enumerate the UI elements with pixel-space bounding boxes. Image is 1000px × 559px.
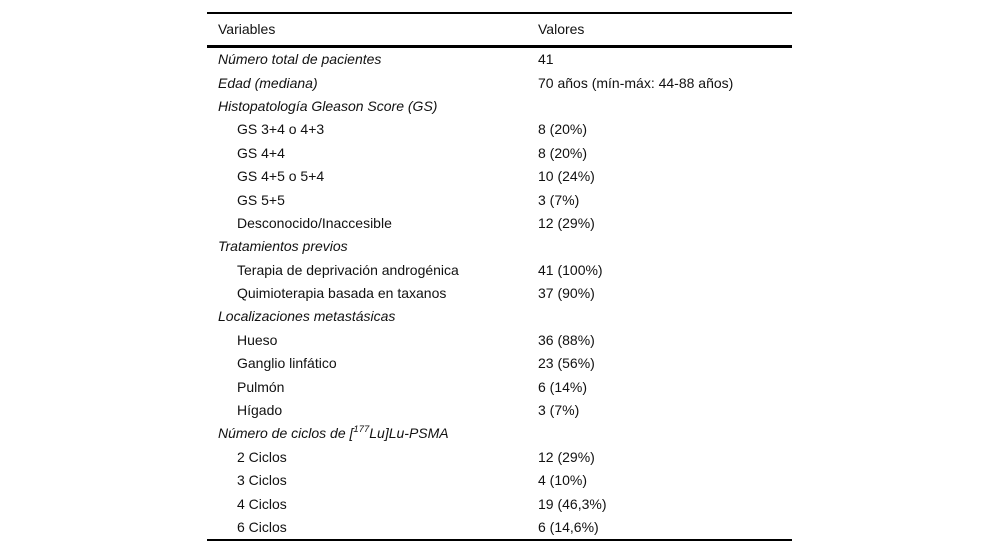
table-row: Pulmón 6 (14%) <box>207 375 792 398</box>
table-row: Tratamientos previos <box>207 235 792 258</box>
row-label: 6 Ciclos <box>237 519 287 535</box>
column-header-variables: Variables <box>218 21 276 37</box>
table-row: GS 4+5 o 5+4 10 (24%) <box>207 164 792 187</box>
table-row: Histopatología Gleason Score (GS) <box>207 94 792 117</box>
table-row: Quimioterapia basada en taxanos 37 (90%) <box>207 281 792 304</box>
row-value: 6 (14,6%) <box>538 519 599 535</box>
table-row: GS 4+4 8 (20%) <box>207 141 792 164</box>
row-value: 23 (56%) <box>538 355 595 372</box>
table-row: Ganglio linfático 23 (56%) <box>207 352 792 375</box>
row-value: 3 (7%) <box>538 191 580 208</box>
table-row: GS 3+4 o 4+3 8 (20%) <box>207 118 792 141</box>
table-row: 4 Ciclos 19 (46,3%) <box>207 492 792 515</box>
row-value: 4 (10%) <box>538 472 588 489</box>
row-value: 8 (20%) <box>538 144 588 161</box>
table-row: Hueso 36 (88%) <box>207 328 792 351</box>
row-label: Terapia de deprivación androgénica <box>237 261 459 278</box>
row-label: Histopatología Gleason Score (GS) <box>218 97 438 114</box>
row-label: Desconocido/Inaccesible <box>237 214 392 231</box>
table-row: Terapia de deprivación androgénica 41 (10… <box>207 258 792 281</box>
row-label: Hueso <box>237 331 278 348</box>
row-label: Localizaciones metastásicas <box>218 308 396 325</box>
table-row: Localizaciones metastásicas <box>207 305 792 328</box>
row-label: Número total de pacientes <box>218 51 382 68</box>
table-header-rule <box>207 44 792 48</box>
row-value: 19 (46,3%) <box>538 495 607 512</box>
table-row: 6 Ciclos 6 (14,6%) <box>207 515 792 538</box>
row-value: 41 (100%) <box>538 261 603 278</box>
row-value: 41 <box>538 51 554 68</box>
patient-characteristics-table: Variables Valores Número total de pacien… <box>207 12 792 542</box>
table-top-rule <box>207 12 792 14</box>
table-body: Número total de pacientes 41 Edad (mediana… <box>207 48 792 539</box>
row-label: Ganglio linfático <box>237 355 337 372</box>
table-header-row: Variables Valores <box>207 14 792 45</box>
table-row: Número total de pacientes 41 <box>207 48 792 71</box>
table-row: Edad (mediana) 70 años (mín-máx: 44-88 añ… <box>207 71 792 94</box>
row-value: 12 (29%) <box>538 448 595 465</box>
row-value: 8 (20%) <box>538 121 588 138</box>
table-row: 3 Ciclos 4 (10%) <box>207 469 792 492</box>
column-header-valores: Valores <box>538 21 585 37</box>
row-label: Quimioterapia basada en taxanos <box>237 285 447 302</box>
row-value: 3 (7%) <box>538 402 580 419</box>
row-label: Número de ciclos de [177Lu]Lu-PSMA <box>207 423 538 442</box>
table-row: Desconocido/Inaccesible 12 (29%) <box>207 211 792 234</box>
table-row: Número de ciclos de [177Lu]Lu-PSMA <box>207 422 792 445</box>
row-label: GS 5+5 <box>237 191 285 208</box>
table-row: 2 Ciclos 12 (29%) <box>207 445 792 468</box>
row-label: Edad (mediana) <box>218 74 318 91</box>
table-row: GS 5+5 3 (7%) <box>207 188 792 211</box>
table-row: Hígado 3 (7%) <box>207 398 792 421</box>
row-value: 12 (29%) <box>538 214 595 231</box>
row-value: 70 años (mín-máx: 44-88 años) <box>538 74 734 91</box>
row-value: 37 (90%) <box>538 285 595 302</box>
row-value: 36 (88%) <box>538 331 595 348</box>
row-label: 3 Ciclos <box>237 472 287 489</box>
table-bottom-rule <box>207 538 792 542</box>
row-label: 2 Ciclos <box>237 448 287 465</box>
row-value: 10 (24%) <box>538 168 595 185</box>
row-label-prefix: Número de ciclos de [ <box>218 425 354 442</box>
row-label-suffix: Lu]Lu-PSMA <box>369 425 449 442</box>
row-label: Tratamientos previos <box>218 238 348 255</box>
row-label: 4 Ciclos <box>237 495 287 512</box>
row-label: GS 4+5 o 5+4 <box>237 168 325 185</box>
row-label: GS 3+4 o 4+3 <box>237 121 325 138</box>
row-label: Pulmón <box>237 378 285 395</box>
isotope-superscript: 177 <box>353 423 370 435</box>
row-label: GS 4+4 <box>237 144 285 161</box>
row-value: 6 (14%) <box>538 378 588 395</box>
row-label: Hígado <box>237 402 283 419</box>
